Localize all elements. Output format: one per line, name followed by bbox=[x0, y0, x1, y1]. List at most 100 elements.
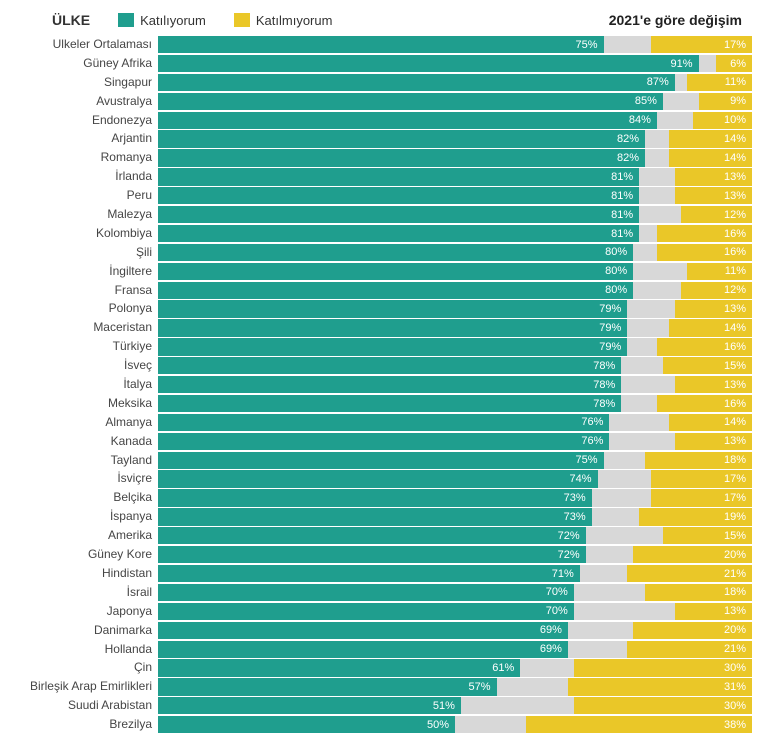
chart-row: Singapur87%11% bbox=[18, 74, 752, 91]
chart-row: Suudi Arabistan51%30% bbox=[18, 697, 752, 714]
swatch-disagree bbox=[234, 13, 250, 27]
chart-row: İsrail70%18% bbox=[18, 584, 752, 601]
country-label: Maceristan bbox=[18, 319, 158, 336]
bar-disagree: 11% bbox=[687, 263, 752, 280]
country-label: Güney Kore bbox=[18, 546, 158, 563]
bar-track: 76% 14% bbox=[158, 414, 752, 431]
chart-row: Romanya82%14% bbox=[18, 149, 752, 166]
bar-agree: 81% bbox=[158, 168, 639, 185]
value-agree: 79% bbox=[599, 341, 621, 353]
header-change-label: 2021'e göre değişim bbox=[609, 12, 752, 28]
country-label: Singapur bbox=[18, 74, 158, 91]
bar-disagree: 18% bbox=[645, 584, 752, 601]
value-disagree: 38% bbox=[724, 719, 746, 731]
value-disagree: 13% bbox=[724, 435, 746, 447]
bar-agree: 70% bbox=[158, 603, 574, 620]
chart-row: Maceristan79%14% bbox=[18, 319, 752, 336]
value-disagree: 6% bbox=[730, 58, 746, 70]
chart-row: Endonezya84%10% bbox=[18, 112, 752, 129]
chart-row: Peru81%13% bbox=[18, 187, 752, 204]
value-disagree: 12% bbox=[724, 284, 746, 296]
value-disagree: 15% bbox=[724, 360, 746, 372]
bar-agree: 80% bbox=[158, 282, 633, 299]
value-disagree: 16% bbox=[724, 341, 746, 353]
country-label: Kanada bbox=[18, 433, 158, 450]
bar-track: 57%31% bbox=[158, 678, 752, 695]
bar-disagree: 13% bbox=[675, 603, 752, 620]
country-label: Hindistan bbox=[18, 565, 158, 582]
bar-agree: 81% bbox=[158, 206, 639, 223]
bar-track: 69% 21% bbox=[158, 641, 752, 658]
bar-track: 50%38% bbox=[158, 716, 752, 733]
bar-agree: 82% bbox=[158, 149, 645, 166]
bar-track: 81%12% bbox=[158, 206, 752, 223]
bar-track: 71% 21% bbox=[158, 565, 752, 582]
bar-track: 79%14% bbox=[158, 319, 752, 336]
chart-row: Birleşik Arap Emirlikleri57%31% bbox=[18, 678, 752, 695]
bar-track: 84%10% bbox=[158, 112, 752, 129]
bar-disagree: 20% bbox=[633, 622, 752, 639]
country-label: Avustralya bbox=[18, 93, 158, 110]
chart-row: İrlanda81%13% bbox=[18, 168, 752, 185]
bar-agree: 69% bbox=[158, 641, 568, 658]
bar-track: 70% 13% bbox=[158, 603, 752, 620]
value-agree: 71% bbox=[552, 568, 574, 580]
bar-track: 78%16% bbox=[158, 395, 752, 412]
bar-disagree: 15% bbox=[663, 357, 752, 374]
bar-disagree: 21% bbox=[627, 565, 752, 582]
swatch-agree bbox=[118, 13, 134, 27]
legend-agree: Katılıyorum bbox=[118, 13, 206, 28]
chart-row: Çin61%30% bbox=[18, 659, 752, 676]
bar-track: 72%15% bbox=[158, 527, 752, 544]
value-disagree: 17% bbox=[724, 492, 746, 504]
value-disagree: 11% bbox=[725, 265, 746, 277]
bar-agree: 76% bbox=[158, 414, 609, 431]
bar-track: 75%18% bbox=[158, 452, 752, 469]
value-disagree: 10% bbox=[724, 114, 746, 126]
country-label: Birleşik Arap Emirlikleri bbox=[18, 678, 158, 695]
value-disagree: 21% bbox=[724, 568, 746, 580]
chart-row: Arjantin82%14% bbox=[18, 130, 752, 147]
value-disagree: 13% bbox=[724, 379, 746, 391]
chart-rows: Ulkeler Ortalaması75%17%Güney Afrika91%6… bbox=[18, 36, 752, 733]
value-disagree: 20% bbox=[724, 549, 746, 561]
bar-disagree: 19% bbox=[639, 508, 752, 525]
chart-header: ÜLKE Katılıyorum Katılmıyorum 2021'e gör… bbox=[18, 12, 752, 28]
value-disagree: 30% bbox=[724, 700, 746, 712]
bar-disagree: 38% bbox=[526, 716, 752, 733]
value-disagree: 19% bbox=[724, 511, 746, 523]
country-label: Malezya bbox=[18, 206, 158, 223]
bar-disagree: 11% bbox=[687, 74, 752, 91]
country-label: Polonya bbox=[18, 300, 158, 317]
bar-track: 81%13% bbox=[158, 187, 752, 204]
header-title: ÜLKE bbox=[52, 12, 90, 28]
country-label: Almanya bbox=[18, 414, 158, 431]
bar-disagree: 13% bbox=[675, 300, 752, 317]
bar-agree: 80% bbox=[158, 263, 633, 280]
value-disagree: 13% bbox=[724, 303, 746, 315]
chart-row: Güney Afrika91%6% bbox=[18, 55, 752, 72]
bar-track: 70% 18% bbox=[158, 584, 752, 601]
chart-row: Danimarka69%20% bbox=[18, 622, 752, 639]
chart-row: Avustralya85%9% bbox=[18, 93, 752, 110]
bar-track: 79%13% bbox=[158, 300, 752, 317]
value-agree: 61% bbox=[492, 662, 514, 674]
country-label: Brezilya bbox=[18, 716, 158, 733]
value-agree: 73% bbox=[564, 492, 586, 504]
country-label: İngiltere bbox=[18, 263, 158, 280]
value-disagree: 16% bbox=[724, 246, 746, 258]
bar-disagree: 17% bbox=[651, 470, 752, 487]
bar-disagree: 14% bbox=[669, 414, 752, 431]
bar-agree: 70% bbox=[158, 584, 574, 601]
value-disagree: 21% bbox=[724, 643, 746, 655]
value-agree: 78% bbox=[593, 398, 615, 410]
bar-agree: 78% bbox=[158, 357, 621, 374]
bar-disagree: 13% bbox=[675, 187, 752, 204]
value-agree: 57% bbox=[469, 681, 491, 693]
country-label: Danimarka bbox=[18, 622, 158, 639]
chart-row: Hindistan 71% 21% bbox=[18, 565, 752, 582]
bar-disagree: 13% bbox=[675, 376, 752, 393]
value-agree: 70% bbox=[546, 605, 568, 617]
bar-track: 75%17% bbox=[158, 36, 752, 53]
bar-track: 80% 12% bbox=[158, 282, 752, 299]
